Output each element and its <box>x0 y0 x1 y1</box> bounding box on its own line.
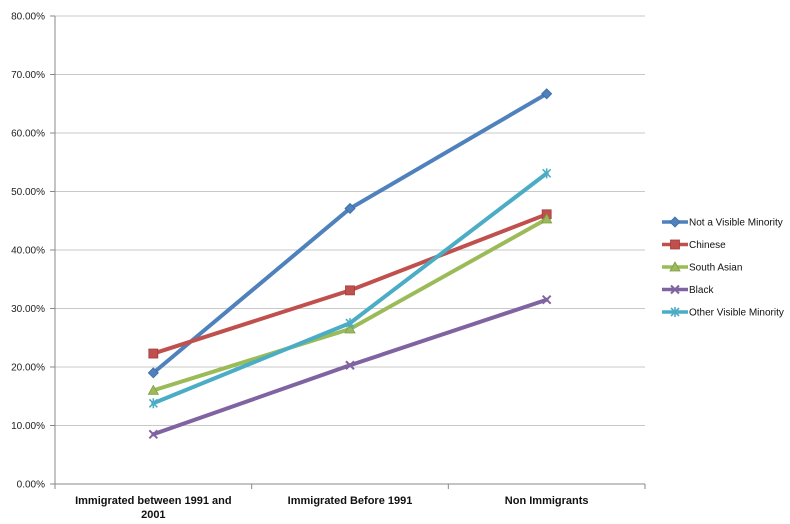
legend-label: Black <box>689 285 714 296</box>
legend-item: South Asian <box>662 261 742 274</box>
series-lines <box>147 88 553 439</box>
series-not-a-visible-minority <box>147 88 553 379</box>
x-category-label-line: Immigrated Before 1991 <box>288 495 413 507</box>
y-tick-label: 0.00% <box>17 480 45 491</box>
data-point-marker <box>345 285 355 296</box>
y-tick-label: 70.00% <box>11 70 45 81</box>
y-tick-label: 80.00% <box>11 12 45 23</box>
data-point-marker <box>148 398 158 409</box>
data-point-marker <box>148 348 159 359</box>
gridlines <box>55 15 645 485</box>
legend-label: Not a Visible Minority <box>689 218 783 229</box>
x-category-label: Immigrated Before 1991 <box>288 495 413 507</box>
y-tick-label: 20.00% <box>11 363 45 374</box>
data-point-marker <box>541 295 552 305</box>
x-category-label-line: Immigrated between 1991 and <box>75 495 232 507</box>
data-point-marker <box>345 360 355 370</box>
data-point-marker <box>344 202 356 215</box>
y-tick-label: 10.00% <box>11 421 45 432</box>
data-point-marker <box>147 367 159 379</box>
y-tick-label: 40.00% <box>11 246 45 257</box>
x-category-label-line: Non Immigrants <box>505 495 589 507</box>
legend-item: Not a Visible Minority <box>662 216 783 229</box>
data-point-marker <box>670 239 680 250</box>
series-other-visible-minority <box>148 168 552 409</box>
data-point-marker <box>670 284 680 295</box>
legend-label: Chinese <box>689 240 726 251</box>
data-point-marker <box>669 216 681 228</box>
data-point-marker <box>669 261 681 272</box>
series-south-asian <box>147 213 553 395</box>
data-point-marker <box>148 429 159 439</box>
data-point-marker <box>540 213 553 224</box>
data-point-marker <box>541 88 553 100</box>
y-tick-label: 60.00% <box>11 129 45 140</box>
y-tick-label: 30.00% <box>11 304 45 315</box>
data-point-marker <box>344 323 356 334</box>
legend-label: South Asian <box>689 263 742 274</box>
legend-item: Other Visible Minority <box>662 307 784 319</box>
legend-item: Chinese <box>662 239 726 251</box>
legend-item: Black <box>662 284 714 296</box>
data-point-marker <box>542 168 552 179</box>
legend-label: Other Visible Minority <box>689 308 784 319</box>
data-point-marker <box>670 307 680 317</box>
data-point-marker <box>345 318 355 329</box>
series-chinese <box>148 209 552 359</box>
data-point-marker <box>147 384 160 395</box>
x-category-label: Immigrated between 1991 and 2001 <box>75 495 232 521</box>
y-tick-label: 50.00% <box>11 187 45 198</box>
axes: 0.00% 10.00% 20.00% 30.00% 40.00% 50.00% 60.00… <box>11 12 646 521</box>
x-category-label-line: 2001 <box>141 509 165 521</box>
series-black <box>148 295 552 439</box>
x-category-label: Non Immigrants <box>505 495 589 507</box>
legend: Not a Visible Minority Chinese South Asian… <box>662 216 784 319</box>
